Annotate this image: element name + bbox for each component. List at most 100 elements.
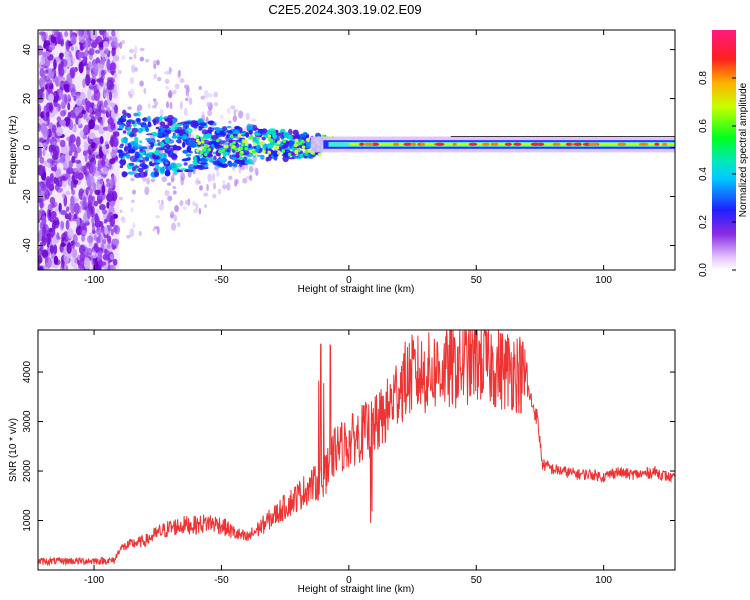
spectrogram-cell (68, 119, 74, 131)
spectrogram-cell (85, 73, 91, 86)
spectrogram-cell (53, 58, 57, 70)
spectrogram-cell (72, 179, 79, 185)
spectrogram-cell (109, 180, 114, 188)
y-tick-label: -40 (22, 238, 33, 253)
x-tick-label: -50 (214, 275, 229, 286)
spectrogram-cell (122, 130, 127, 134)
spectrogram-cell (65, 41, 70, 52)
x-tick-label: 50 (471, 575, 483, 586)
spectrogram-cell (92, 251, 98, 259)
spectrogram-cell (248, 129, 253, 135)
colorbar-label: Normalized spectral amplitude (738, 82, 749, 217)
spectrogram-cell (113, 83, 117, 95)
spectrogram-cell (64, 30, 69, 37)
spectrogram-cell (122, 171, 128, 177)
spectrogram-cell (203, 152, 208, 157)
spectrogram-cell (111, 47, 116, 57)
spectrogram-cell (157, 76, 162, 82)
spectrogram-cell (134, 136, 139, 143)
spectrogram-cell (129, 228, 135, 238)
spectrogram-cell (44, 69, 49, 74)
spectrogram-cell (70, 35, 77, 45)
spectrogram-cell (252, 140, 258, 143)
colorbar-tick-label: 0.4 (698, 167, 709, 181)
spectrogram-cell (236, 159, 243, 165)
spectrogram-cell (89, 212, 95, 218)
spectrogram-cell (95, 216, 100, 228)
spectrogram-cell (170, 162, 177, 169)
spectrogram-cell (243, 156, 248, 161)
spectrogram-cell (184, 84, 190, 90)
spectrogram-cell (151, 105, 157, 109)
spectrogram-cell (62, 193, 66, 199)
spectrogram-cell (195, 179, 199, 184)
spectrogram-cell (179, 100, 183, 110)
carrier-peak (662, 142, 668, 146)
spectrogram-cell (126, 234, 131, 239)
spectrogram-cell (38, 209, 45, 215)
spectrogram-cell (43, 105, 47, 118)
spectrogram-cell (212, 122, 217, 126)
spectrogram-cell (121, 39, 126, 45)
spectrogram-frame (37, 29, 676, 271)
spectrogram-cell (132, 165, 140, 169)
spectrogram-cell (39, 201, 45, 209)
spectrogram-cell (222, 184, 227, 190)
spectrogram-cell (79, 44, 84, 52)
spectrogram-cell (62, 161, 70, 169)
spectrogram-cell (119, 158, 127, 166)
spectrogram-y-label: Frequency (Hz) (8, 116, 19, 185)
spectrogram-cell (202, 148, 207, 152)
spectrogram-cell (160, 166, 166, 173)
spectrogram-cell (266, 143, 274, 149)
spectrogram-cell (61, 58, 68, 68)
spectrogram-cell (88, 106, 93, 114)
spectrogram-cell (110, 120, 115, 130)
spectrogram-cell (179, 128, 185, 136)
spectrogram-cell (46, 158, 53, 164)
spectrogram-cell (111, 30, 116, 37)
spectrogram-cell (104, 248, 108, 254)
spectrogram-cell (184, 128, 193, 134)
spectrogram-cell (109, 102, 115, 107)
spectrogram-cell (129, 132, 135, 138)
spectrogram-cell (228, 161, 233, 168)
spectrogram-cell (75, 136, 81, 148)
spectrogram-cell (230, 105, 236, 110)
spectrogram-cell (232, 115, 238, 122)
spectrogram-cell (104, 47, 109, 55)
spectrogram-cell (229, 134, 234, 138)
carrier-peak (654, 142, 660, 146)
spectrogram-cell (171, 222, 177, 231)
spectrogram-cell (168, 119, 173, 126)
spectrogram-cell (252, 155, 256, 158)
spectrogram-cell (48, 210, 52, 218)
colorbar-tick-label: 0.0 (698, 263, 709, 277)
spectrogram-cell (66, 242, 72, 255)
x-tick-label: -100 (84, 575, 104, 586)
snr-x-ticks: -100 -50 0 50 100 (84, 330, 612, 586)
y-tick-label: -20 (22, 189, 33, 204)
spectrogram-cell (241, 131, 247, 134)
spectrogram-cell (167, 182, 172, 186)
spectrogram-cell (188, 163, 196, 170)
spectrogram-cell (66, 145, 71, 152)
spectrogram-cell (38, 77, 46, 88)
colorbar-ticks: 0.0 0.2 0.4 0.6 0.8 (698, 71, 736, 277)
spectrogram-cell (52, 90, 59, 103)
spectrogram-cell (146, 148, 150, 152)
spectrogram-cell (144, 125, 148, 131)
spectrogram-cell (154, 225, 158, 230)
spectrogram-cell (133, 112, 139, 117)
spectrogram-cell (220, 140, 228, 143)
spectrogram-cell (61, 178, 67, 188)
spectrogram-cell (105, 178, 110, 184)
spectrogram-cell (139, 80, 144, 87)
spectrogram-cell (41, 214, 47, 227)
spectrogram-cell (154, 100, 159, 107)
spectrogram-cell (45, 43, 50, 53)
spectrogram-cell (131, 189, 137, 195)
spectrogram-cell (196, 156, 200, 164)
spectrogram-cell (155, 116, 161, 120)
spectrogram-cell (260, 141, 265, 145)
